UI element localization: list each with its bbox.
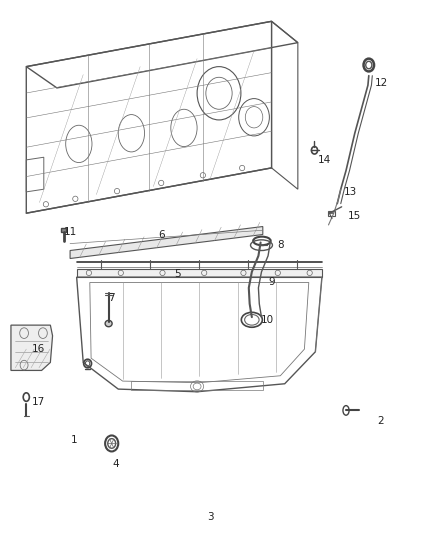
Text: 5: 5 [174, 270, 181, 279]
Polygon shape [11, 325, 53, 370]
Polygon shape [70, 227, 263, 259]
Text: 9: 9 [268, 278, 275, 287]
Text: 3: 3 [207, 512, 214, 522]
Polygon shape [77, 269, 322, 277]
Text: 10: 10 [261, 315, 274, 325]
Text: 15: 15 [348, 211, 361, 221]
Text: 11: 11 [64, 227, 77, 237]
Polygon shape [61, 228, 66, 232]
Text: 8: 8 [277, 240, 284, 250]
Text: 13: 13 [344, 187, 357, 197]
Text: 1: 1 [71, 435, 78, 445]
Text: 14: 14 [318, 155, 331, 165]
Text: 17: 17 [32, 398, 45, 407]
Text: 4: 4 [113, 459, 120, 469]
Text: 12: 12 [374, 78, 388, 87]
Text: 6: 6 [159, 230, 166, 239]
Text: 7: 7 [108, 294, 115, 303]
Ellipse shape [105, 320, 112, 327]
Text: 16: 16 [32, 344, 45, 354]
Text: 2: 2 [378, 416, 385, 426]
